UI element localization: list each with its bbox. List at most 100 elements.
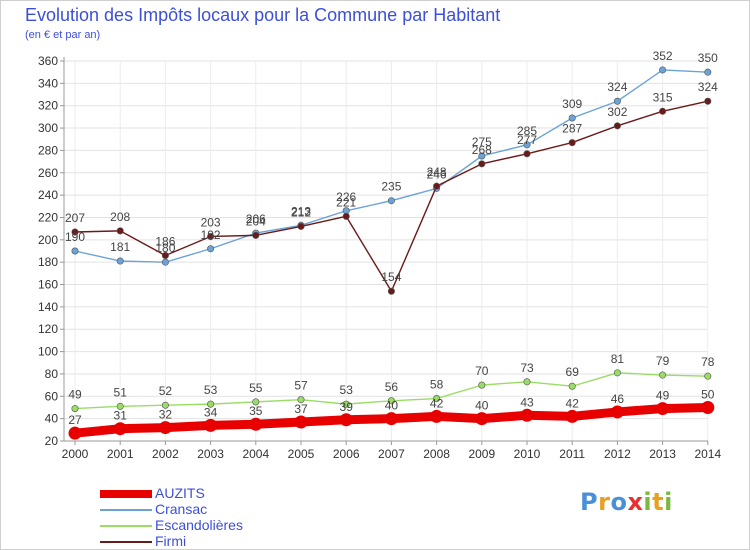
data-label: 53 <box>340 383 354 397</box>
data-label: 352 <box>653 49 673 63</box>
data-label: 40 <box>385 399 399 413</box>
data-label: 207 <box>65 211 85 225</box>
data-label: 43 <box>520 395 534 409</box>
data-point <box>613 97 621 105</box>
data-point <box>659 66 667 74</box>
y-tick-label: 80 <box>45 367 59 381</box>
data-point <box>613 122 621 130</box>
y-tick-label: 200 <box>38 233 58 247</box>
y-tick-label: 340 <box>38 76 58 90</box>
y-tick-label: 20 <box>45 434 59 448</box>
data-point <box>478 152 486 160</box>
y-tick-label: 280 <box>38 143 58 157</box>
data-label: 309 <box>562 97 582 111</box>
x-tick-label: 2010 <box>514 447 541 461</box>
data-label: 212 <box>291 205 311 219</box>
data-label: 246 <box>427 167 447 181</box>
data-point <box>207 245 215 253</box>
data-point <box>659 107 667 115</box>
data-label: 70 <box>475 364 489 378</box>
data-point <box>161 401 169 409</box>
x-tick-label: 2008 <box>423 447 450 461</box>
data-label: 79 <box>656 354 670 368</box>
y-tick-label: 160 <box>38 278 58 292</box>
x-tick-label: 2014 <box>694 447 721 461</box>
data-point <box>161 251 169 259</box>
legend-label: Escandolières <box>155 517 243 533</box>
data-point <box>478 160 486 168</box>
data-point <box>384 412 398 426</box>
data-label: 235 <box>381 180 401 194</box>
data-point <box>252 398 260 406</box>
data-label: 51 <box>114 385 128 399</box>
logo-letter: t <box>652 488 665 516</box>
data-point <box>207 232 215 240</box>
chart-subtitle: (en € et par an) <box>25 29 101 41</box>
data-label: 186 <box>155 234 175 248</box>
data-point <box>161 258 169 266</box>
x-tick-label: 2002 <box>152 447 179 461</box>
data-label: 35 <box>249 404 263 418</box>
data-label: 204 <box>246 214 266 228</box>
data-label: 181 <box>110 240 130 254</box>
y-tick-label: 320 <box>38 99 58 113</box>
data-label: 81 <box>611 352 625 366</box>
data-point <box>520 408 534 422</box>
y-tick-label: 40 <box>45 412 59 426</box>
y-tick-label: 140 <box>38 300 58 314</box>
data-label: 287 <box>562 122 582 136</box>
data-point <box>113 422 127 436</box>
data-label: 40 <box>475 399 489 413</box>
legend-swatch <box>100 525 152 527</box>
data-label: 350 <box>698 51 718 65</box>
logo-letter: i <box>643 488 653 516</box>
data-label: 285 <box>517 124 537 138</box>
data-label: 315 <box>653 90 673 104</box>
data-label: 277 <box>517 133 537 147</box>
data-label: 49 <box>656 389 670 403</box>
data-point <box>204 418 218 432</box>
x-tick-label: 2007 <box>378 447 405 461</box>
data-point <box>433 182 441 190</box>
data-label: 190 <box>65 230 85 244</box>
data-point <box>613 369 621 377</box>
legend-swatch <box>100 509 152 511</box>
data-point <box>704 68 712 76</box>
x-tick-label: 2006 <box>333 447 360 461</box>
x-tick-label: 2003 <box>197 447 224 461</box>
data-point <box>565 409 579 423</box>
logo-letter: x <box>627 488 644 516</box>
data-label: 27 <box>68 413 82 427</box>
data-label: 180 <box>155 241 175 255</box>
data-label: 213 <box>291 204 311 218</box>
data-point <box>387 397 395 405</box>
data-label: 37 <box>294 402 308 416</box>
data-label: 268 <box>472 143 492 157</box>
data-label: 302 <box>607 105 627 119</box>
data-point <box>433 395 441 403</box>
data-label: 42 <box>566 396 580 410</box>
y-tick-label: 240 <box>38 188 58 202</box>
data-point <box>610 405 624 419</box>
data-point <box>568 139 576 147</box>
x-tick-label: 2012 <box>604 447 631 461</box>
data-point <box>568 382 576 390</box>
data-point <box>523 378 531 386</box>
data-point <box>297 396 305 404</box>
data-label: 55 <box>249 381 263 395</box>
legend-swatch <box>100 490 152 498</box>
data-point <box>342 212 350 220</box>
x-tick-label: 2005 <box>288 447 315 461</box>
data-point <box>71 405 79 413</box>
data-label: 324 <box>607 80 627 94</box>
data-point <box>116 227 124 235</box>
data-point <box>158 421 172 435</box>
data-label: 206 <box>246 212 266 226</box>
proxiti-logo: Proxiti <box>580 488 673 516</box>
data-label: 49 <box>68 388 82 402</box>
logo-letter: P <box>580 488 599 516</box>
logo-letter: r <box>598 488 611 516</box>
data-point <box>68 426 82 440</box>
data-label: 50 <box>701 387 715 401</box>
legend-swatch <box>100 541 152 543</box>
